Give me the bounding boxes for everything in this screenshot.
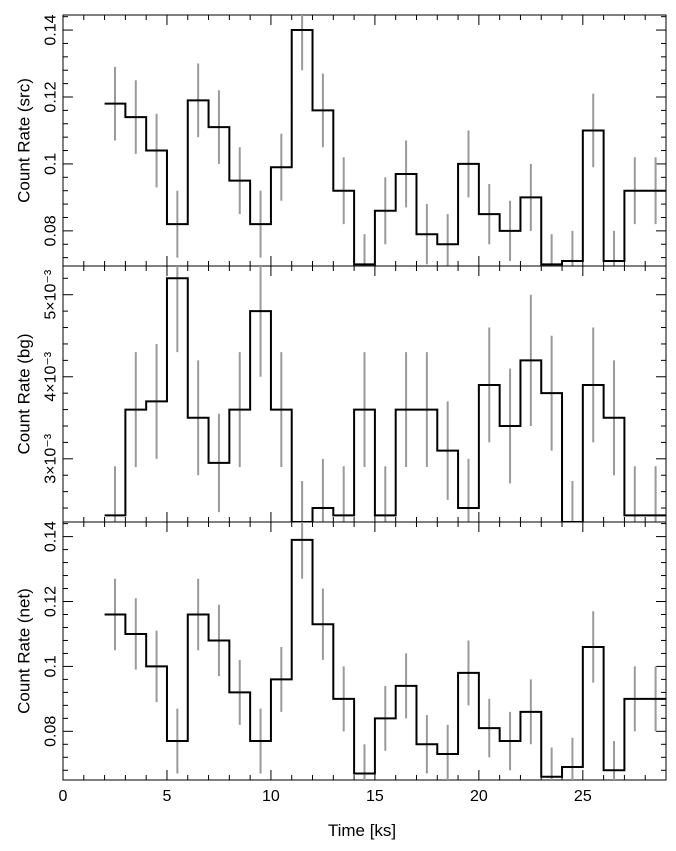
y-axis-title: Count Rate (src) — [15, 78, 34, 203]
x-tick-label: 10 — [262, 788, 280, 805]
y-axis-title: Count Rate (bg) — [15, 334, 34, 455]
panel-2-frame — [62, 521, 667, 781]
panel-1: 3×10⁻³ 4×10⁻³ 5×10⁻³ Count Rate (bg) — [15, 265, 667, 523]
y-tick-label: 0.12 — [43, 81, 60, 112]
y-tick-label: 3×10⁻³ — [43, 433, 60, 483]
panel-0-frame — [62, 14, 667, 267]
x-tick-label: 15 — [366, 788, 384, 805]
y-tick-label: 0.08 — [43, 716, 60, 747]
y-tick-label: 0.1 — [43, 655, 60, 677]
y-tick-label: 5×10⁻³ — [43, 269, 60, 319]
x-tick-label: 5 — [163, 788, 172, 805]
step-line — [104, 538, 666, 778]
y-tick-label: 0.12 — [43, 586, 60, 617]
panel-1-data — [104, 266, 666, 522]
y-tick-label: 4×10⁻³ — [43, 351, 60, 401]
panel-2: 0.08 0.1 0.12 0.14 Count Rate (net) — [15, 521, 667, 781]
panel-0-data — [104, 15, 666, 266]
panel-0: 0.08 0.1 0.12 0.14 Count Rate (src) — [15, 14, 667, 267]
x-tick-label: 25 — [574, 788, 592, 805]
panel-2-data — [104, 522, 666, 780]
y-tick-label: 0.14 — [43, 14, 60, 45]
x-tick-label: 0 — [59, 788, 68, 805]
y-tick-label: 0.1 — [43, 153, 60, 175]
x-axis-title: Time [ks] — [328, 821, 396, 840]
step-line — [104, 277, 666, 522]
y-tick-label: 0.08 — [43, 215, 60, 246]
step-line — [104, 29, 666, 266]
y-axis-title: Count Rate (net) — [15, 588, 34, 714]
panels-group: 0.08 0.1 0.12 0.14 Count Rate (src) 3×10⁻³ 4×1… — [15, 14, 667, 805]
y-tick-label: 0.14 — [43, 521, 60, 552]
x-tick-label: 20 — [470, 788, 488, 805]
